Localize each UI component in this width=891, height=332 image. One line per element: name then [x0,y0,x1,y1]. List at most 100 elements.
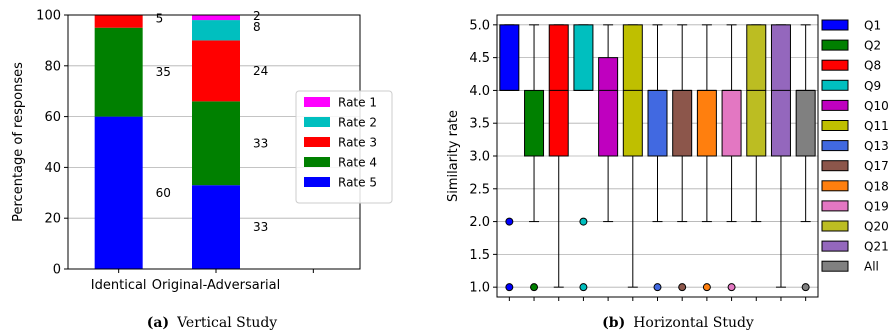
y-tick-label: 3.0 [469,150,490,165]
box-body [647,89,668,157]
legend-swatch-rate-3 [304,137,330,147]
vertical-study-caption-text: Vertical Study [176,315,277,331]
box-q10 [598,24,619,223]
x-tick-label-identical: Identical [91,278,147,293]
y-tick-label: 1.5 [469,248,490,263]
legend-label-q11: Q11 [864,119,889,133]
legend-label-rate-4: Rate 4 [338,156,377,170]
horizontal-study-caption: (b) Horizontal Study [602,315,754,331]
legend-swatch-all [821,260,849,272]
box-q11 [622,24,643,288]
y-tick-label: 4.0 [469,84,490,99]
legend-swatch-q18 [821,180,849,192]
legend-swatch-q9 [821,79,849,91]
legend-swatch-q1 [821,19,849,31]
box-q21 [770,24,791,288]
legend-label-q17: Q17 [864,159,889,173]
box-q8 [548,24,569,288]
bar-segment-original-adversarial-rate-4 [192,101,240,186]
value-label-original-adversarial-rate-1: 2 [253,9,261,23]
legend-swatch-rate-1 [304,97,330,107]
outlier-point [579,283,588,292]
outlier-point [505,283,514,292]
bar-segment-original-adversarial-rate-5 [192,185,240,269]
outlier-point [530,283,539,292]
value-label-identical-rate-3: 5 [156,11,164,25]
outlier-point [678,283,687,292]
vertical-study-caption-label: (a) [147,315,169,331]
value-label-original-adversarial-rate-2: 8 [253,20,261,34]
horizontal-study-y-axis-label: Similarity rate [446,110,461,202]
vertical-study-bars [94,15,240,269]
legend-label-q13: Q13 [864,139,889,153]
legend-swatch-q17 [821,160,849,172]
vertical-study-chart: 60 35 5 33 33 24 82 0 20 40 60 80 100 Identical Orig… [11,9,393,331]
legend-swatch-q10 [821,99,849,111]
legend-label-q18: Q18 [864,179,889,193]
box-q19 [721,24,742,292]
horizontal-study-chart: 1.0 1.5 2.0 2.5 3.0 3.5 4.0 4.5 5.0 Similarity r… [446,14,889,331]
box-body [721,89,742,157]
legend-label-all: All [864,260,879,274]
bar-segment-identical-rate-4 [94,27,143,117]
y-tick-label: 60 [44,110,61,125]
legend-swatch-q19 [821,200,849,212]
outlier-point [505,217,514,226]
bar-segment-original-adversarial-rate-3 [192,40,240,102]
legend-label-rate-1: Rate 1 [338,96,377,110]
legend-swatch-q13 [821,140,849,152]
legend-swatch-rate-4 [304,157,330,167]
box-body [524,89,545,157]
legend-label-q2: Q2 [864,39,881,53]
box-q1 [499,24,520,292]
box-body [672,89,693,157]
bar-segment-original-adversarial-rate-1 [192,15,240,21]
box-q17 [672,24,693,292]
legend-label-q1: Q1 [864,19,881,33]
box-all [795,24,816,292]
y-tick-label: 4.5 [469,51,490,66]
box-q18 [696,24,717,292]
vertical-study-x-ticks: Identical Original-Adversarial [91,269,314,293]
legend-label-rate-3: Rate 3 [338,136,377,150]
vertical-study-y-ticks: 0 20 40 60 80 100 [36,9,68,278]
bar-segment-original-adversarial-rate-2 [192,20,240,41]
value-label-original-adversarial-rate-3: 24 [253,64,268,78]
legend-label-rate-2: Rate 2 [338,116,377,130]
legend-label-q10: Q10 [864,99,889,113]
box-q9 [573,24,594,292]
vertical-study-y-axis-label: Percentage of responses [11,62,26,222]
legend-swatch-rate-2 [304,117,330,127]
y-tick-label: 20 [44,212,61,227]
vertical-study-legend: Rate 1 Rate 2 Rate 3 Rate 4 Rate 5 [295,90,393,204]
value-label-original-adversarial-rate-4: 33 [253,136,268,150]
legend-label-q20: Q20 [864,220,889,234]
legend-label-q21: Q21 [864,240,889,254]
y-tick-label: 2.5 [469,182,490,197]
box-body [696,89,717,157]
y-tick-label: 2.0 [469,215,490,230]
y-tick-label: 3.5 [469,117,490,132]
box-body [795,89,816,157]
legend-swatch-q8 [821,59,849,71]
legend-swatch-q20 [821,220,849,232]
bar-segment-identical-rate-3 [94,15,143,28]
vertical-study-value-labels: 60 35 5 33 33 24 82 [156,9,269,234]
y-tick-label: 100 [36,9,61,24]
outlier-point [801,283,810,292]
value-label-original-adversarial-rate-5: 33 [253,220,268,234]
horizontal-study-legend: Q1 Q2 Q8 Q9 Q10 Q11 Q13 Q17 Q18 Q19 Q20 Q21 All [821,19,889,274]
y-tick-label: 1.0 [469,281,490,296]
bar-segment-identical-rate-5 [94,116,143,269]
box-q2 [524,24,545,292]
value-label-identical-rate-4: 35 [156,65,171,79]
box-q20 [746,24,767,223]
box-q13 [647,24,668,292]
horizontal-study-y-ticks: 1.0 1.5 2.0 2.5 3.0 3.5 4.0 4.5 5.0 [469,18,497,296]
legend-label-q19: Q19 [864,199,889,213]
legend-label-q8: Q8 [864,59,881,73]
horizontal-study-caption-label: (b) [602,315,625,331]
vertical-study-caption: (a) Vertical Study [147,315,278,331]
y-tick-label: 0 [53,263,61,278]
box-body [499,24,520,91]
